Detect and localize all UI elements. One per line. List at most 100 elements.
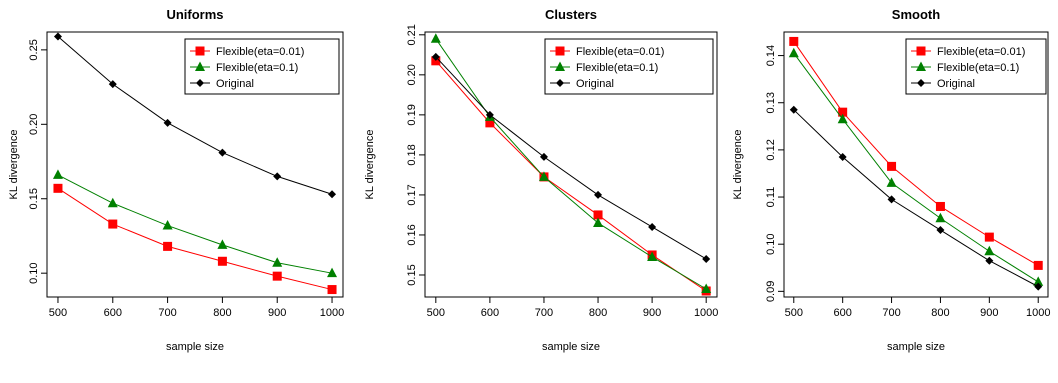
data-point [485, 110, 494, 119]
x-tick-label: 600 [833, 307, 851, 319]
data-point [789, 36, 799, 46]
data-point [163, 241, 173, 251]
series-2 [52, 169, 338, 278]
x-tick-label: 900 [980, 307, 998, 319]
y-tick-label: 0.15 [406, 264, 418, 285]
data-point [594, 190, 603, 199]
y-tick-label: 0.18 [406, 144, 418, 165]
x-tick-label: 500 [785, 307, 803, 319]
legend-label: Flexible(eta=0.01) [937, 46, 1025, 58]
data-point [935, 201, 945, 211]
legend-label: Flexible(eta=0.1) [576, 62, 658, 74]
y-tick-label: 0.10 [765, 233, 777, 254]
data-point [984, 245, 995, 256]
legend: Flexible(eta=0.01) Flexible(eta=0.1) Origi… [544, 38, 714, 95]
series-line [57, 187, 333, 291]
y-tick-label: 0.10 [28, 262, 40, 283]
x-tick-label: 800 [213, 307, 231, 319]
series-line [57, 36, 333, 195]
data-point [838, 152, 847, 161]
series-3 [431, 52, 711, 263]
series-2 [430, 33, 712, 293]
legend-marker [195, 61, 205, 71]
y-axis-label: KL divergence [364, 130, 376, 200]
plot-frame [424, 31, 718, 298]
x-tick-label: 500 [49, 307, 67, 319]
data-point [217, 256, 227, 266]
data-point [593, 217, 604, 227]
x-tick-label: 700 [535, 307, 553, 319]
panel-3: Smooth 500 600 700 800 900 1000 0.09 0.10 0.11 0.1… [732, 7, 1050, 353]
data-point [788, 47, 799, 58]
data-point [108, 219, 118, 229]
data-point [485, 118, 495, 128]
series-2 [788, 47, 1044, 286]
chart-title: Uniforms [166, 7, 223, 22]
x-tick-label: 700 [158, 307, 176, 319]
data-point [272, 271, 282, 281]
data-point [431, 52, 440, 61]
legend-label: Flexible(eta=0.01) [216, 46, 304, 58]
legend-marker [917, 79, 925, 87]
legend-marker [916, 61, 926, 71]
data-point [217, 239, 228, 249]
data-point [53, 183, 63, 193]
legend-marker [556, 79, 564, 87]
legend-label: Original [576, 78, 614, 90]
x-tick-label: 1000 [694, 307, 718, 319]
data-point [789, 105, 798, 114]
legend-box [544, 38, 714, 95]
y-tick-label: 0.20 [406, 64, 418, 85]
x-axis-label: sample size [542, 341, 600, 353]
data-point [53, 32, 62, 41]
y-tick-label: 0.20 [28, 114, 40, 135]
y-tick-label: 0.15 [28, 188, 40, 209]
legend-marker [195, 46, 205, 56]
y-tick-label: 0.16 [406, 224, 418, 245]
data-point [701, 283, 712, 293]
data-point [1033, 276, 1044, 286]
legend-marker [196, 79, 204, 87]
data-point [647, 251, 658, 261]
x-tick-label: 900 [268, 307, 286, 319]
x-tick-label: 1000 [320, 307, 344, 319]
data-point [107, 197, 118, 208]
x-tick-label: 500 [427, 307, 445, 319]
legend-label: Original [937, 78, 975, 90]
y-tick-label: 0.25 [28, 39, 40, 60]
legend-label: Flexible(eta=0.1) [216, 62, 298, 74]
y-tick-label: 0.17 [406, 184, 418, 205]
legend-label: Original [216, 78, 254, 90]
legend: Flexible(eta=0.01) Flexible(eta=0.1) Origi… [905, 38, 1047, 95]
y-tick-label: 0.12 [765, 139, 777, 160]
data-point [838, 107, 848, 117]
legend-label: Flexible(eta=0.1) [937, 62, 1019, 74]
x-tick-label: 900 [643, 307, 661, 319]
series-line [793, 52, 1039, 283]
x-axis-label: sample size [887, 341, 945, 353]
data-point [273, 172, 282, 181]
y-tick-label: 0.11 [765, 187, 777, 208]
series-3 [789, 105, 1043, 291]
data-point [52, 169, 63, 179]
data-point [218, 148, 227, 157]
legend-marker [916, 46, 926, 56]
data-point [593, 210, 603, 220]
data-point [702, 254, 711, 263]
data-point [887, 161, 897, 171]
legend-marker [555, 46, 565, 56]
series-line [57, 174, 333, 274]
data-point [1034, 282, 1043, 291]
data-point [162, 220, 173, 230]
y-tick-label: 0.09 [765, 281, 777, 302]
x-tick-label: 1000 [1026, 307, 1050, 319]
data-point [108, 80, 117, 89]
legend-marker [555, 61, 565, 71]
series-line [793, 41, 1039, 266]
legend: Flexible(eta=0.01) Flexible(eta=0.1) Origi… [184, 38, 340, 95]
panel-2: Clusters 500 600 700 800 900 1000 0.15 0.16 0.17 0… [364, 7, 718, 353]
data-point [936, 226, 945, 235]
data-point [887, 195, 896, 204]
data-point [1033, 260, 1043, 270]
series-line [435, 56, 707, 260]
